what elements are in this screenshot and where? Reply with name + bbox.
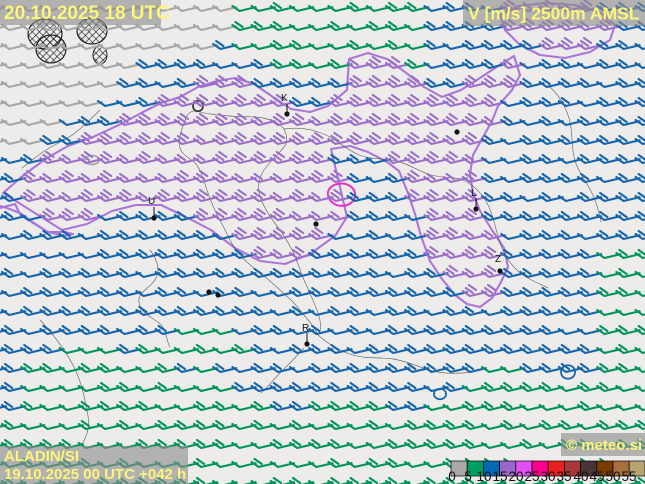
svg-text:0: 0 xyxy=(448,469,456,484)
svg-text:40: 40 xyxy=(573,469,588,484)
svg-text:ALADIN/SI: ALADIN/SI xyxy=(4,448,79,465)
svg-text:20.10.2025 18 UTC: 20.10.2025 18 UTC xyxy=(4,3,170,24)
svg-text:© meteo.si: © meteo.si xyxy=(566,437,642,454)
svg-text:55: 55 xyxy=(621,469,636,484)
svg-text:10: 10 xyxy=(476,469,491,484)
svg-text:19.10.2025 00 UTC +042 h: 19.10.2025 00 UTC +042 h xyxy=(4,466,186,483)
svg-text:V [m/s] 2500m AMSL: V [m/s] 2500m AMSL xyxy=(468,4,640,24)
svg-text:20: 20 xyxy=(508,469,523,484)
svg-text:5: 5 xyxy=(464,469,472,484)
svg-text:35: 35 xyxy=(556,469,571,484)
svg-text:45: 45 xyxy=(589,469,604,484)
svg-text:25: 25 xyxy=(524,469,539,484)
svg-text:50: 50 xyxy=(605,469,620,484)
svg-text:15: 15 xyxy=(492,469,507,484)
svg-text:30: 30 xyxy=(540,469,555,484)
